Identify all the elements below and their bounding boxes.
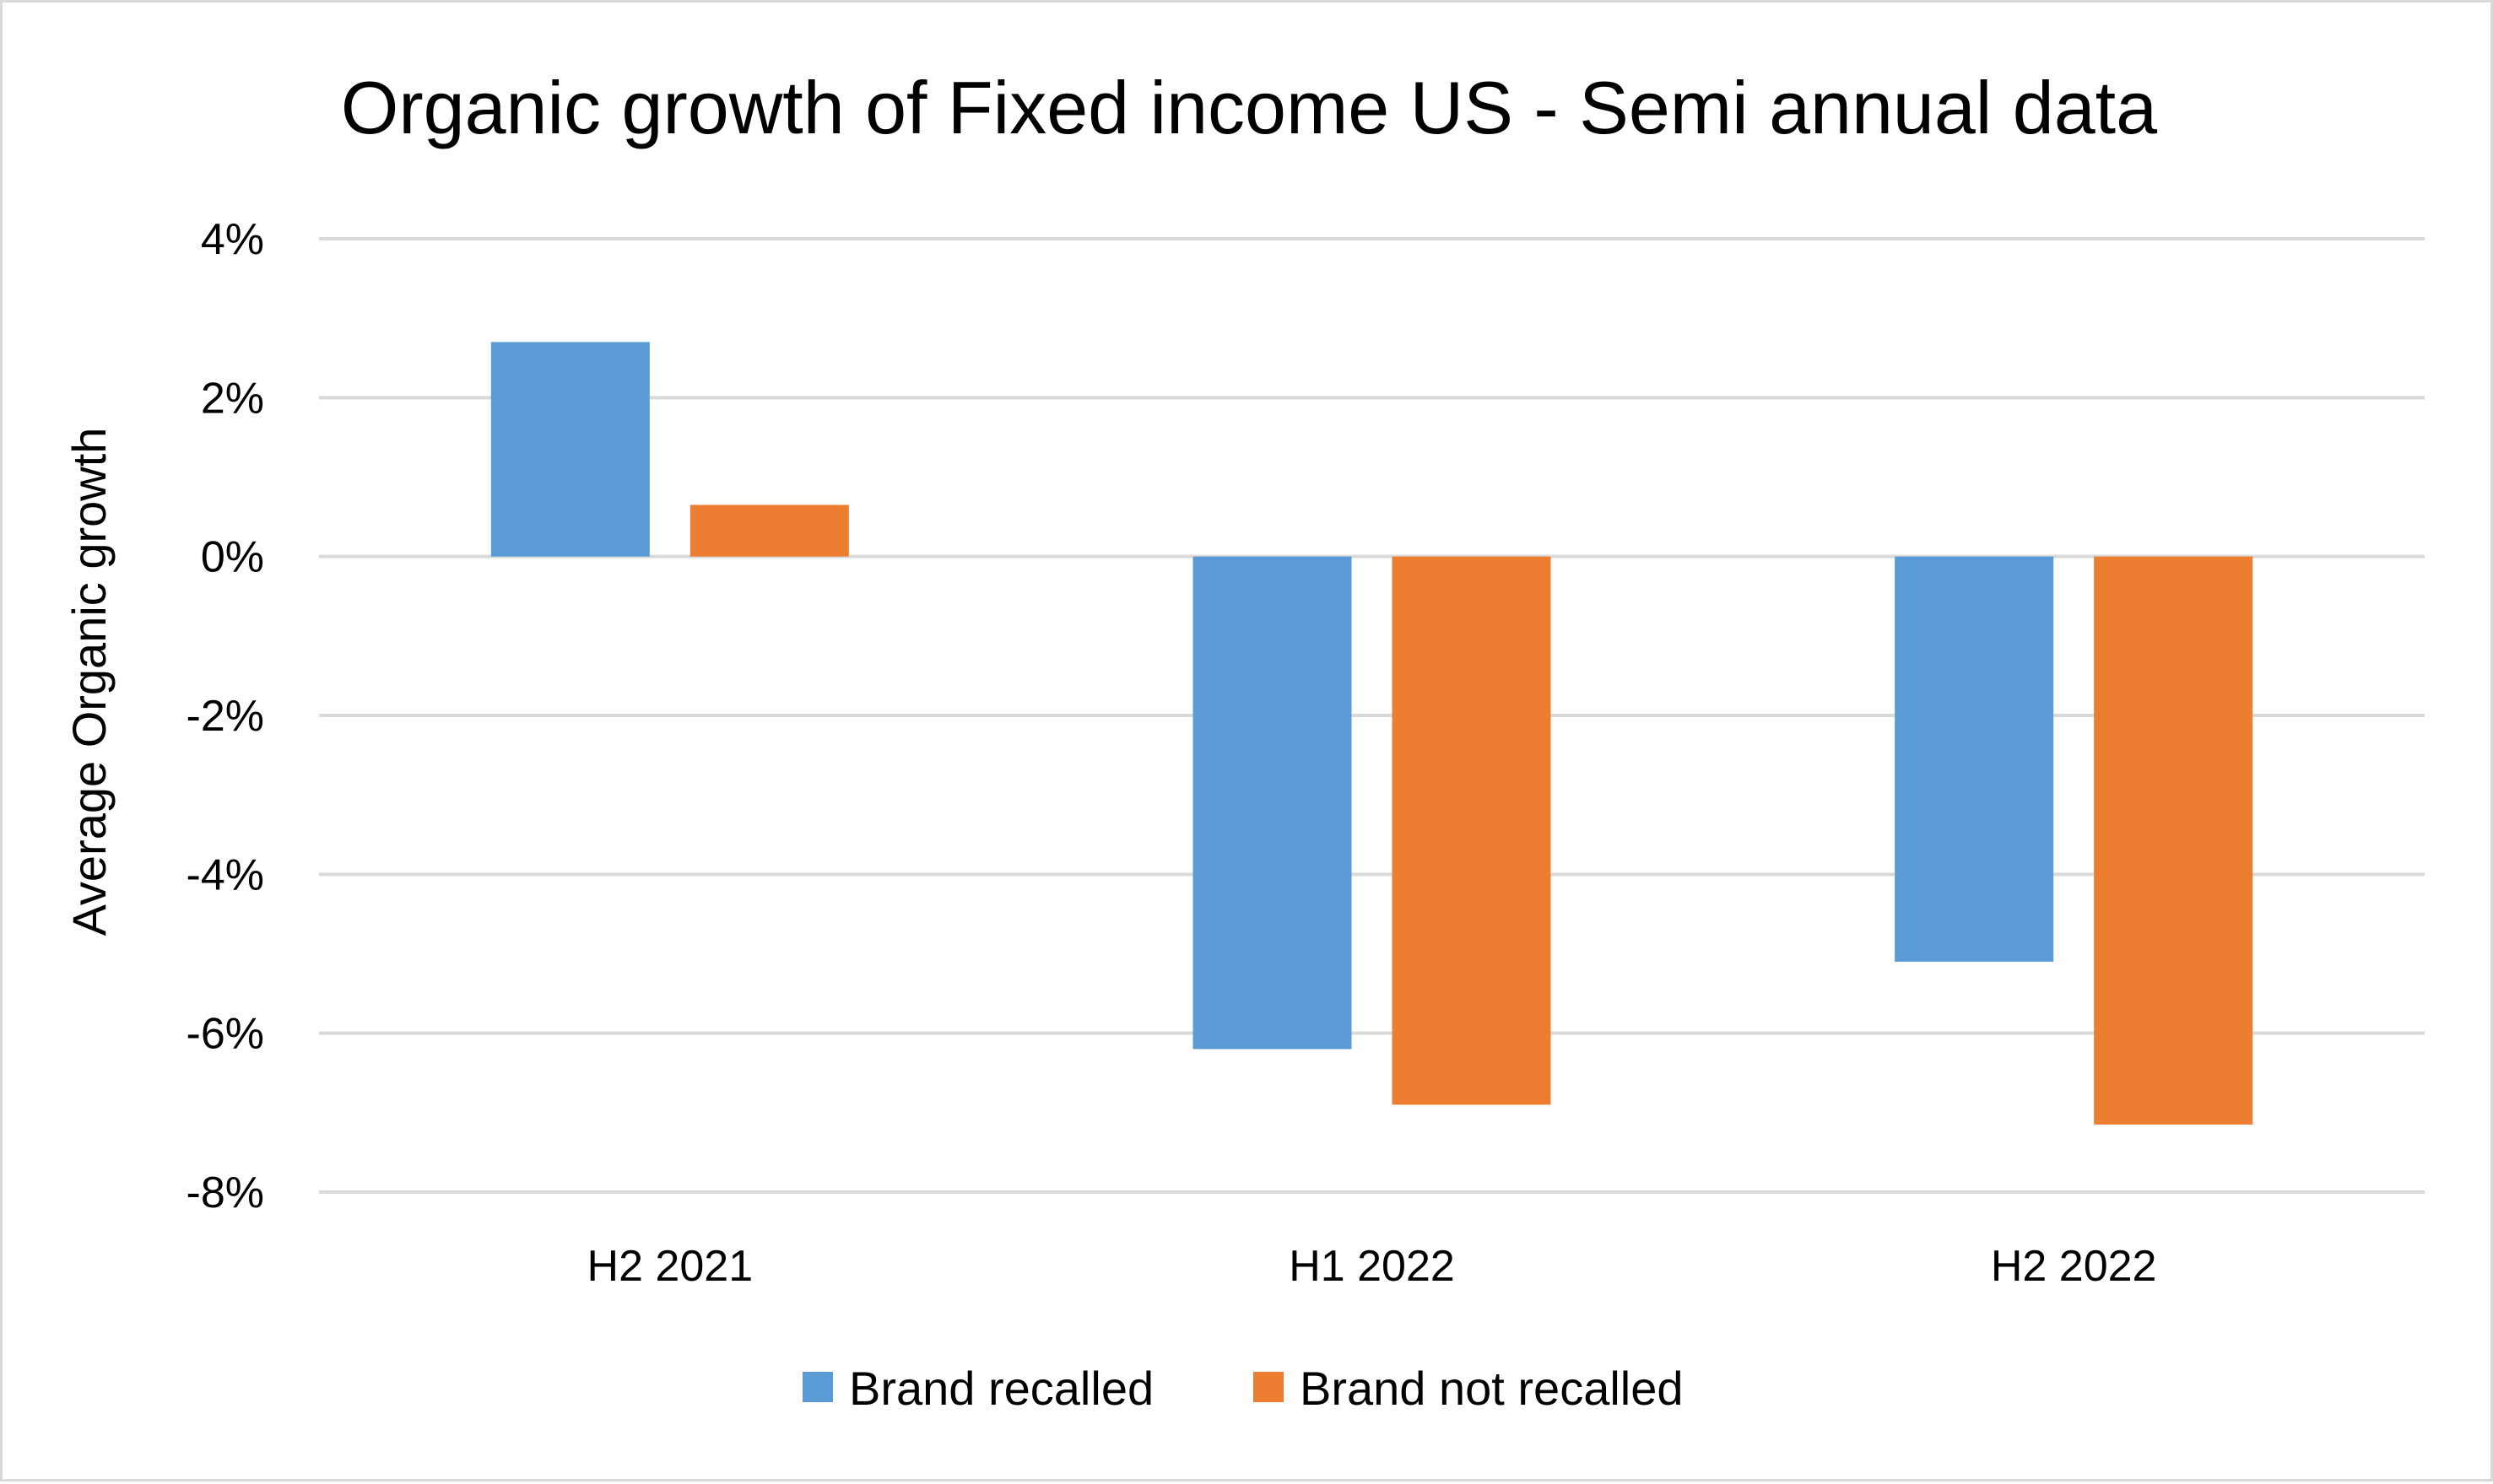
chart-title: Organic growth of Fixed income US - Semi… bbox=[341, 66, 2157, 149]
y-axis-ticks: 4% 2% 0% -2% -4% -6% -8% bbox=[187, 215, 264, 1217]
bar-brand-not-recalled bbox=[1392, 556, 1551, 1105]
bar-brand-not-recalled bbox=[2094, 556, 2253, 1125]
x-tick-label: H2 2022 bbox=[1991, 1242, 2157, 1291]
y-tick-label: -6% bbox=[187, 1010, 264, 1059]
legend-label: Brand recalled bbox=[849, 1362, 1154, 1415]
y-tick-label: 2% bbox=[201, 374, 264, 423]
bar-brand-recalled bbox=[490, 342, 650, 557]
bar-brand-recalled bbox=[1192, 556, 1352, 1050]
bar-chart: Organic growth of Fixed income US - Semi… bbox=[62, 66, 2425, 1415]
y-axis-title: Average Organic growth bbox=[62, 428, 116, 936]
legend-label: Brand not recalled bbox=[1300, 1362, 1684, 1415]
gridlines bbox=[319, 237, 2425, 1194]
y-tick-label: -4% bbox=[187, 850, 264, 899]
y-tick-label: -8% bbox=[187, 1168, 264, 1217]
y-tick-label: 0% bbox=[201, 533, 264, 582]
bars bbox=[490, 342, 2253, 1125]
x-tick-label: H2 2021 bbox=[587, 1242, 754, 1291]
legend: Brand recalled Brand not recalled bbox=[803, 1362, 1684, 1415]
y-tick-label: -2% bbox=[187, 692, 264, 741]
x-tick-label: H1 2022 bbox=[1289, 1242, 1455, 1291]
legend-swatch bbox=[803, 1372, 833, 1402]
bar-brand-recalled bbox=[1895, 556, 2054, 962]
x-axis-ticks: H2 2021 H1 2022 H2 2022 bbox=[587, 1242, 2157, 1291]
y-tick-label: 4% bbox=[201, 215, 264, 264]
bar-brand-not-recalled bbox=[689, 505, 849, 557]
legend-swatch bbox=[1253, 1372, 1284, 1402]
